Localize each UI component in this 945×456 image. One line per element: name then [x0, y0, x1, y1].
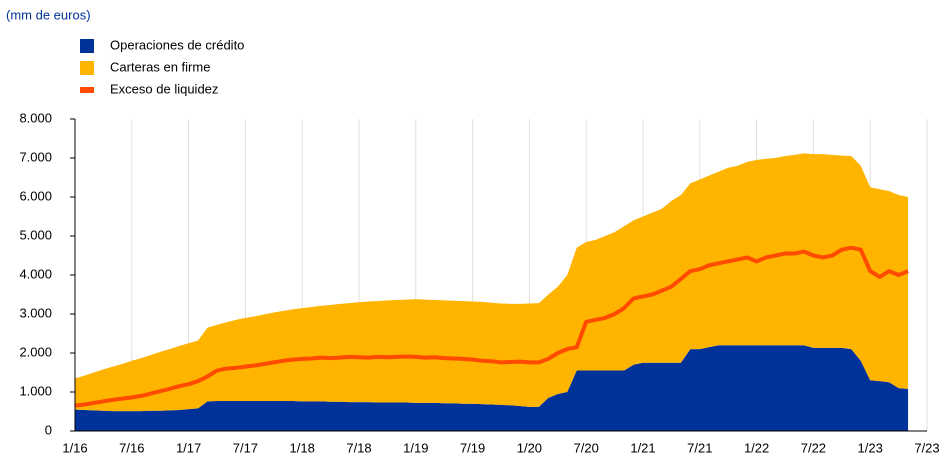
x-tick-label: 1/18	[290, 440, 315, 455]
y-tick-label: 4.000	[19, 266, 52, 281]
legend-swatch	[80, 87, 94, 93]
y-tick-label: 5.000	[19, 227, 52, 242]
x-tick-label: 1/19	[403, 440, 428, 455]
x-tick-label: 7/17	[233, 440, 258, 455]
line	[74, 245, 909, 408]
legend-swatch	[80, 61, 94, 75]
y-tick-label: 8.000	[19, 110, 52, 125]
x-tick-label: 7/18	[346, 440, 371, 455]
x-tick-label: 1/22	[744, 440, 769, 455]
x-tick-label: 1/16	[62, 440, 87, 455]
area	[75, 153, 909, 412]
x-tick-label: 1/17	[176, 440, 201, 455]
legend-label: Carteras en firme	[110, 59, 210, 74]
x-tick-label: 7/23	[914, 440, 939, 455]
x-tick-label: 1/20	[517, 440, 542, 455]
y-tick-label: 1.000	[19, 383, 52, 398]
chart-subtitle: (mm de euros)	[6, 7, 91, 22]
x-tick-label: 7/19	[460, 440, 485, 455]
y-tick-label: 6.000	[19, 188, 52, 203]
y-tick-label: 2.000	[19, 344, 52, 359]
legend-label: Operaciones de crédito	[110, 37, 244, 52]
x-tick-label: 7/21	[687, 440, 712, 455]
x-tick-label: 7/22	[801, 440, 826, 455]
x-tick-label: 7/16	[119, 440, 144, 455]
area	[75, 345, 909, 431]
legend-swatch	[80, 39, 94, 53]
x-tick-label: 1/21	[630, 440, 655, 455]
legend-label: Exceso de liquidez	[110, 81, 218, 96]
y-tick-label: 7.000	[19, 149, 52, 164]
x-tick-label: 7/20	[574, 440, 599, 455]
y-tick-label: 3.000	[19, 305, 52, 320]
x-tick-label: 1/23	[858, 440, 883, 455]
y-tick-label: 0	[45, 422, 52, 437]
